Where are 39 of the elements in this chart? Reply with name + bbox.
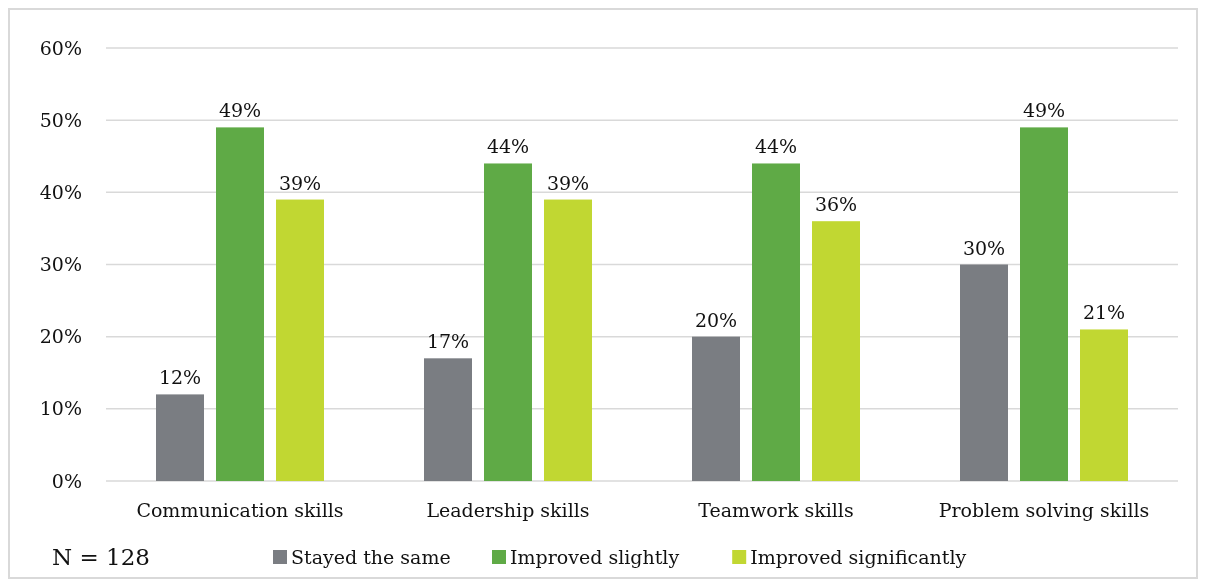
bar xyxy=(1020,127,1068,481)
data-label: 49% xyxy=(218,99,262,122)
bar xyxy=(216,127,264,481)
data-label: 39% xyxy=(546,171,590,194)
x-tick-label: Leadership skills xyxy=(426,499,590,521)
data-label: 44% xyxy=(754,135,798,158)
y-tick-label: 20% xyxy=(39,325,82,348)
bar xyxy=(1080,329,1128,481)
data-label: 36% xyxy=(814,193,858,216)
y-tick-label: 0% xyxy=(51,469,82,492)
legend-label: Stayed the same xyxy=(291,545,451,568)
data-label: 30% xyxy=(962,236,1006,259)
bar xyxy=(692,336,740,481)
y-tick-label: 40% xyxy=(39,180,82,203)
legend-label: Improved slightly xyxy=(510,545,680,568)
data-label: 44% xyxy=(486,135,530,158)
bar xyxy=(156,394,204,481)
data-label: 39% xyxy=(278,171,322,194)
bar xyxy=(812,221,860,481)
bar xyxy=(960,264,1008,481)
legend-label: Improved significantly xyxy=(750,545,967,568)
y-tick-label: 60% xyxy=(39,36,82,59)
bar xyxy=(484,163,532,481)
y-tick-label: 30% xyxy=(39,253,82,276)
bar xyxy=(544,199,592,481)
bar xyxy=(424,358,472,481)
data-label: 12% xyxy=(158,366,202,389)
data-label: 20% xyxy=(694,308,738,331)
data-label: 21% xyxy=(1082,301,1126,324)
y-tick-label: 50% xyxy=(39,108,82,131)
bar xyxy=(276,199,324,481)
data-label: 17% xyxy=(426,330,470,353)
bar xyxy=(752,163,800,481)
x-tick-label: Communication skills xyxy=(136,499,344,521)
text: N = 128 xyxy=(52,544,150,571)
y-tick-label: 10% xyxy=(39,397,82,420)
x-tick-label: Problem solving skills xyxy=(938,499,1150,521)
x-tick-label: Teamwork skills xyxy=(698,499,854,521)
data-label: 49% xyxy=(1022,99,1066,122)
